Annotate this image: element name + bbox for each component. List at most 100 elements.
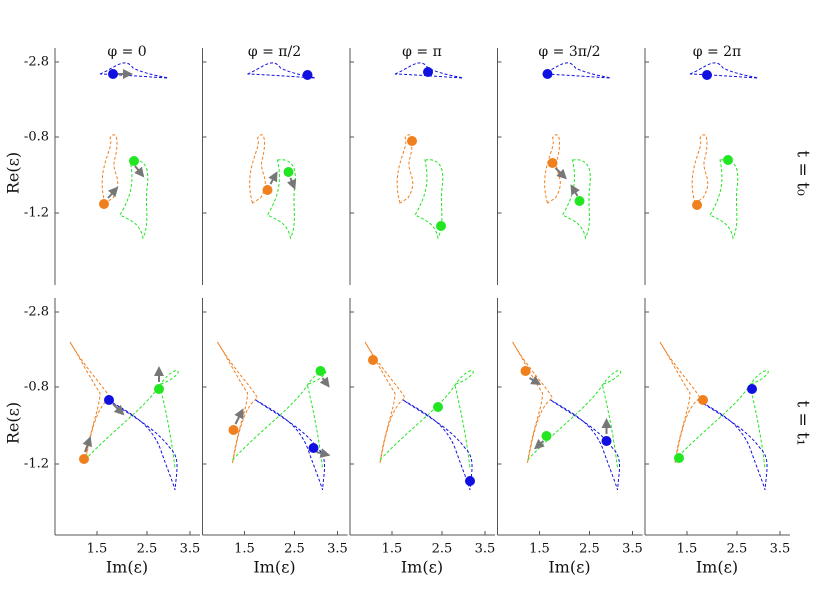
trajectory xyxy=(119,159,149,240)
eigenvalue-dot xyxy=(315,366,326,376)
eigenvalue-dot xyxy=(79,454,89,464)
x-tick-label: 1.5 xyxy=(677,542,698,557)
panel: 1.5 2.5 3.5 xyxy=(202,298,348,557)
y-tick-label: -2.8 xyxy=(24,305,49,320)
x-tick-label: 2.5 xyxy=(579,542,600,557)
arrow xyxy=(107,186,119,199)
y-tick-label: -1.2 xyxy=(24,206,49,221)
trajectory xyxy=(247,62,316,79)
panel xyxy=(202,48,316,285)
panel: -2.8 -0.8 -1.2 1.5 2.5 3.5 xyxy=(24,298,200,557)
arrow xyxy=(286,177,297,190)
eigenvalue-dot xyxy=(601,436,612,446)
trajectory xyxy=(542,62,611,79)
x-tick-label: 3.5 xyxy=(327,542,348,557)
trajectory xyxy=(659,341,701,464)
trajectory xyxy=(101,134,119,204)
trajectory xyxy=(689,62,759,79)
trajectory xyxy=(255,399,325,491)
trajectory xyxy=(232,370,327,469)
panel: -2.8 -0.8 -1.2 xyxy=(24,48,169,285)
arrow xyxy=(554,167,567,180)
trajectory xyxy=(69,341,111,464)
x-axis-label: Im(ε) xyxy=(253,558,295,577)
eigenvalue-dot xyxy=(154,384,164,394)
arrow xyxy=(570,184,580,197)
eigenvalue-dot xyxy=(262,185,273,195)
x-tick-label: 1.5 xyxy=(234,542,255,557)
trajectory xyxy=(402,399,473,491)
eigenvalue-dot xyxy=(747,384,757,394)
x-tick-label: 3.5 xyxy=(622,542,643,557)
trajectory xyxy=(691,134,709,204)
x-axis-label: Im(ε) xyxy=(401,558,443,577)
trajectory xyxy=(99,62,169,79)
trajectory xyxy=(674,370,769,469)
eigenvalue-dot xyxy=(308,443,319,453)
x-tick-label: 1.5 xyxy=(529,542,550,557)
trajectory xyxy=(249,134,266,204)
eigenvalue-dot xyxy=(520,366,531,376)
trajectory xyxy=(394,62,464,79)
eigenvalue-dot xyxy=(368,355,378,365)
eigenvalue-dot xyxy=(674,453,684,463)
arrow xyxy=(82,436,93,453)
eigenvalue-dot xyxy=(283,167,294,177)
arrow xyxy=(234,408,244,425)
y-axis-label: Re(ε) xyxy=(4,402,23,444)
trajectory xyxy=(107,399,178,491)
eigenvalue-dot xyxy=(547,158,558,168)
eigenvalue-dot xyxy=(433,402,443,412)
row-label: t = t₁ xyxy=(793,400,813,446)
x-tick-label: 3.5 xyxy=(180,542,201,557)
y-tick-label: -0.8 xyxy=(24,380,49,395)
eigenvalue-dot xyxy=(436,221,446,231)
x-tick-label: 2.5 xyxy=(137,542,158,557)
arrow xyxy=(268,171,278,185)
x-tick-label: 3.5 xyxy=(475,542,496,557)
trajectory xyxy=(709,159,739,240)
eigenvalue-dot xyxy=(407,136,417,146)
trajectory xyxy=(527,370,622,469)
x-tick-label: 2.5 xyxy=(727,542,748,557)
y-tick-label: -0.8 xyxy=(24,130,49,145)
trajectory xyxy=(550,399,620,491)
eigenvalue-dot xyxy=(302,70,313,80)
eigenvalue-dot xyxy=(542,69,553,79)
panel xyxy=(644,48,759,285)
column-title: φ = π xyxy=(402,44,442,60)
x-axis-label: Im(ε) xyxy=(696,558,738,577)
eigenvalue-dot xyxy=(574,196,585,206)
arrow xyxy=(134,165,145,178)
x-tick-label: 2.5 xyxy=(284,542,305,557)
eigenvalue-dot xyxy=(465,476,475,486)
panel: 1.5 2.5 3.5 xyxy=(644,298,791,557)
y-tick-label: -2.8 xyxy=(24,55,49,70)
trajectory xyxy=(217,341,259,464)
column-title: φ = π/2 xyxy=(248,44,301,60)
arrow xyxy=(319,376,330,388)
trajectory xyxy=(697,399,768,491)
trajectory xyxy=(414,159,444,240)
x-tick-label: 1.5 xyxy=(382,542,403,557)
arrow xyxy=(528,375,542,386)
arrow xyxy=(316,448,331,458)
eigenvalue-dot xyxy=(723,155,733,165)
column-title: φ = 0 xyxy=(107,44,146,60)
eigenvalue-dot xyxy=(108,69,118,79)
x-tick-label: 2.5 xyxy=(432,542,453,557)
panel: 1.5 2.5 3.5 xyxy=(497,298,643,557)
arrow xyxy=(533,438,545,450)
y-axis-label: Re(ε) xyxy=(4,152,23,194)
trajectory xyxy=(266,159,296,240)
trajectory xyxy=(84,370,179,469)
trajectory xyxy=(379,370,474,469)
eigenvalue-dot xyxy=(698,395,708,405)
trajectory xyxy=(561,159,591,240)
eigenvalue-dot xyxy=(702,70,712,80)
eigenvalue-dot xyxy=(541,431,552,441)
arrow xyxy=(112,403,125,416)
panel: 1.5 2.5 3.5 xyxy=(349,298,496,557)
x-tick-label: 3.5 xyxy=(770,542,791,557)
